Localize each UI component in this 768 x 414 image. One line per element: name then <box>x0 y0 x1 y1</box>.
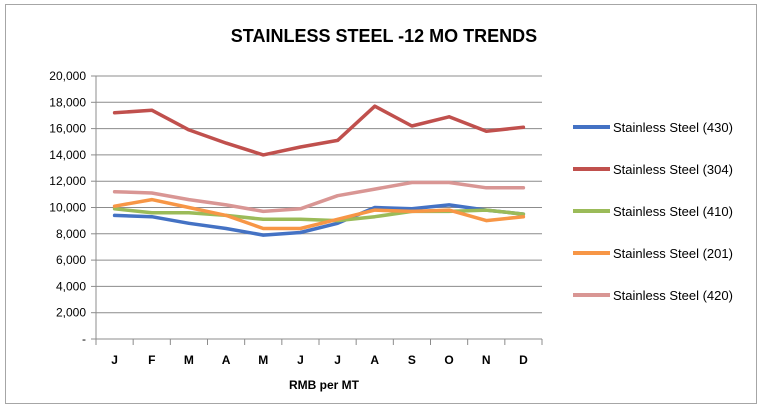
data-point <box>150 198 154 202</box>
x-tick-label: J <box>111 353 118 367</box>
y-tick-label: 18,000 <box>49 95 86 109</box>
data-point <box>298 227 302 231</box>
line-chart: STAINLESS STEEL -12 MO TRENDS - 2,000 4,00… <box>49 26 733 392</box>
x-tick-label: M <box>258 353 268 367</box>
x-axis-label: RMB per MT <box>289 378 360 392</box>
data-point <box>113 190 117 194</box>
y-tick-label: 2,000 <box>56 306 86 320</box>
y-tick-label: 16,000 <box>49 122 86 136</box>
data-point <box>447 115 451 119</box>
data-point <box>113 213 117 217</box>
data-point <box>447 203 451 207</box>
legend-label: Stainless Steel (420) <box>613 288 733 303</box>
data-point <box>261 209 265 213</box>
x-tick-label: J <box>334 353 341 367</box>
data-point <box>224 203 228 207</box>
data-point <box>298 217 302 221</box>
data-point <box>224 227 228 231</box>
legend-label: Stainless Steel (430) <box>613 120 733 135</box>
x-tick-label: N <box>482 353 491 367</box>
data-point <box>187 128 191 132</box>
y-tick-label: - <box>82 332 86 346</box>
x-tick-label: A <box>222 353 231 367</box>
data-point <box>150 211 154 215</box>
data-point <box>113 111 117 115</box>
legend-label: Stainless Steel (410) <box>613 204 733 219</box>
data-point <box>373 208 377 212</box>
y-tick-label: 6,000 <box>56 253 86 267</box>
data-point <box>484 186 488 190</box>
y-tick-label: 14,000 <box>49 148 86 162</box>
data-point <box>113 204 117 208</box>
y-tick-label: 8,000 <box>56 227 86 241</box>
data-point <box>150 191 154 195</box>
data-point <box>150 215 154 219</box>
data-point <box>484 219 488 223</box>
x-tick-label: F <box>148 353 155 367</box>
data-point <box>261 233 265 237</box>
data-point <box>410 124 414 128</box>
legend-label: Stainless Steel (201) <box>613 246 733 261</box>
series-line-0 <box>112 203 526 237</box>
series-lines <box>112 104 526 237</box>
data-point <box>521 186 525 190</box>
data-point <box>410 209 414 213</box>
data-point <box>113 207 117 211</box>
data-point <box>521 125 525 129</box>
data-point <box>224 141 228 145</box>
data-point <box>447 181 451 185</box>
data-point <box>298 145 302 149</box>
chart-title: STAINLESS STEEL -12 MO TRENDS <box>231 26 537 46</box>
data-point <box>373 206 377 209</box>
x-tick-label: D <box>519 353 528 367</box>
data-point <box>410 181 414 185</box>
series-line-1 <box>112 104 526 157</box>
legend-label: Stainless Steel (304) <box>613 162 733 177</box>
data-point <box>187 206 191 209</box>
data-point <box>298 207 302 211</box>
data-point <box>484 129 488 133</box>
data-point <box>336 138 340 142</box>
legend: Stainless Steel (430) Stainless Steel (30… <box>573 120 733 303</box>
data-point <box>150 108 154 112</box>
x-tick-label: J <box>297 353 304 367</box>
x-tick-label: A <box>370 353 379 367</box>
x-tick-label: S <box>408 353 416 367</box>
data-point <box>373 104 377 108</box>
data-point <box>336 221 340 225</box>
data-point <box>373 187 377 191</box>
data-point <box>410 207 414 211</box>
y-tick-label: 12,000 <box>49 174 86 188</box>
x-tick-label: O <box>444 353 453 367</box>
y-tick-label: 10,000 <box>49 201 86 215</box>
data-point <box>187 211 191 215</box>
data-point <box>521 212 525 216</box>
data-point <box>261 217 265 221</box>
data-point <box>447 208 451 212</box>
data-point <box>521 215 525 219</box>
data-point <box>261 227 265 231</box>
data-point <box>336 217 340 221</box>
data-point <box>261 153 265 157</box>
data-point <box>187 198 191 202</box>
axes <box>95 76 543 345</box>
chart-frame: STAINLESS STEEL -12 MO TRENDS - 2,000 4,00… <box>5 4 757 404</box>
x-tick-label: M <box>184 353 194 367</box>
data-point <box>298 230 302 234</box>
y-tick-label: 4,000 <box>56 279 86 293</box>
y-tick-label: 20,000 <box>49 69 86 83</box>
series-line-3 <box>112 197 526 231</box>
data-point <box>373 215 377 219</box>
y-axis-tick-labels: - 2,000 4,000 6,000 8,000 10,000 12,000 14,000 1… <box>49 69 86 346</box>
series-line-4 <box>112 180 526 214</box>
data-point <box>336 194 340 198</box>
data-point <box>224 213 228 217</box>
data-point <box>484 208 488 212</box>
data-point <box>187 221 191 225</box>
